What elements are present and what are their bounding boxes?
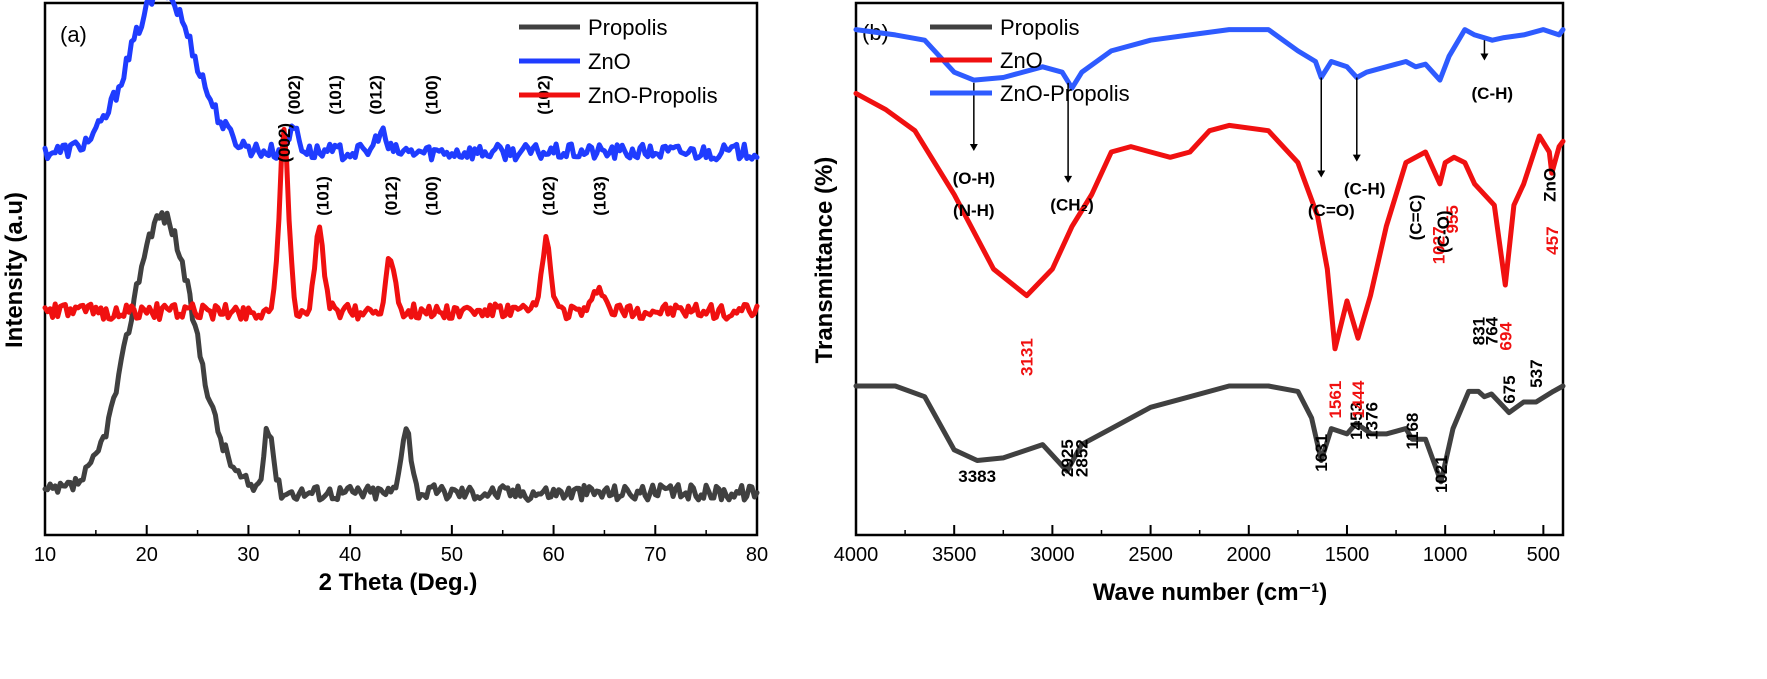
panel-label-a: (a) xyxy=(60,22,87,47)
peak-annotation-a: (100) xyxy=(423,75,442,115)
x-ticks-a: 10 20 30 40 50 60 70 80 xyxy=(34,525,768,566)
x-tick-label-a: 60 xyxy=(542,544,564,566)
x-tick-label-b: 3500 xyxy=(932,544,977,566)
peak-label-zno: 955 xyxy=(1443,205,1462,233)
group-annotation-b: (C-H) xyxy=(1344,180,1386,199)
x-tick-label-b: 1000 xyxy=(1423,544,1468,566)
peak-annotation-a: (101) xyxy=(326,75,345,115)
peak-annotation-a: (012) xyxy=(367,75,386,115)
peak-label-propolis: 675 xyxy=(1500,375,1519,403)
x-tick-label-a: 80 xyxy=(746,544,768,566)
group-annotation-b: (C-H) xyxy=(1472,84,1514,103)
annotation-arrowhead-b xyxy=(969,143,978,151)
x-tick-label-b: 2000 xyxy=(1227,544,1272,566)
legend-label-b: ZnO-Propolis xyxy=(1000,81,1130,106)
peak-annotation-a: (101) xyxy=(314,176,333,216)
x-ticks-b: 4000 3500 3000 2500 2000 1500 1000 500 xyxy=(834,525,1560,566)
legend-label-a: Propolis xyxy=(588,15,667,40)
peak-label-propolis: 3383 xyxy=(958,467,996,486)
peak-label-propolis: 764 xyxy=(1483,316,1502,345)
y-axis-title-b: Transmittance (%) xyxy=(811,157,838,364)
x-tick-label-a: 30 xyxy=(237,544,259,566)
peak-label-zno: 1444 xyxy=(1349,380,1368,418)
group-annotation-b: (C-O) xyxy=(1434,210,1453,252)
series-line-propolis xyxy=(853,383,1566,485)
legend-label-b: Propolis xyxy=(1000,15,1079,40)
peak-label-propolis: 1168 xyxy=(1403,413,1422,450)
peak-annotation-a: (012) xyxy=(382,176,401,216)
peak-label-zno: 1561 xyxy=(1326,381,1345,419)
annotations-group-a: (002) (101) (012) (100) (102) (002) (101) (012)… xyxy=(275,75,609,216)
peak-label-propolis: 537 xyxy=(1527,359,1546,387)
series-line-zno xyxy=(853,90,1566,352)
peak-label-propolis: 831 xyxy=(1469,317,1488,345)
x-tick-label-a: 70 xyxy=(644,544,666,566)
x-tick-label-a: 40 xyxy=(339,544,361,566)
x-tick-label-b: 3000 xyxy=(1030,544,1075,566)
peak-label-propolis: 2852 xyxy=(1072,439,1091,477)
x-tick-label-a: 50 xyxy=(441,544,463,566)
peak-label-zno: 3131 xyxy=(1018,338,1037,376)
y-axis-title-a: Intensity (a.u) xyxy=(1,192,28,348)
peak-annotation-a: (102) xyxy=(539,176,558,216)
peak-label-propolis: 1631 xyxy=(1312,434,1331,472)
series-line-zno-propolis xyxy=(42,126,760,322)
x-tick-label-b: 500 xyxy=(1527,544,1560,566)
series-group-a xyxy=(42,0,760,503)
x-tick-label-b: 4000 xyxy=(834,544,879,566)
group-annotation-b: (N-H) xyxy=(953,201,995,220)
annotation-arrowhead-b xyxy=(1480,53,1489,61)
peak-label-propolis: 1453 xyxy=(1347,402,1366,440)
peak-label-propolis: 1376 xyxy=(1362,402,1381,440)
series-line-zno-propolis xyxy=(853,27,1566,91)
legend-label-a: ZnO-Propolis xyxy=(588,83,718,108)
legend-label-b: ZnO xyxy=(1000,48,1043,73)
group-annotation-b: (C=O) xyxy=(1308,201,1355,220)
peak-label-zno: 457 xyxy=(1543,226,1562,254)
peak-label-zno: 694 xyxy=(1496,322,1515,351)
x-axis-title-b: Wave number (cm⁻¹) xyxy=(1093,579,1327,606)
peak-annotation-a: (100) xyxy=(423,176,442,216)
peak-annotation-a: (002) xyxy=(275,123,294,163)
x-axis-title-a: 2 Theta (Deg.) xyxy=(319,569,478,596)
series-line-propolis xyxy=(42,210,760,503)
x-tick-label-a: 20 xyxy=(136,544,158,566)
legend-b: Propolis ZnO ZnO-Propolis xyxy=(930,15,1130,106)
annotation-arrowhead-b xyxy=(1352,154,1361,162)
legend-a: Propolis ZnO ZnO-Propolis xyxy=(519,15,718,108)
plot-frame-b xyxy=(854,1,1565,537)
x-tick-label-b: 2500 xyxy=(1128,544,1173,566)
series-group-b xyxy=(853,27,1566,485)
group-annotation-b: (O-H) xyxy=(953,169,995,188)
peak-label-zno: 1027 xyxy=(1429,226,1448,264)
group-annotation-b: (C=C) xyxy=(1407,195,1426,241)
peak-annotation-a: (002) xyxy=(285,75,304,115)
group-annotation-b: (CH₂) xyxy=(1050,195,1093,214)
peak-annotation-a: (103) xyxy=(590,176,609,216)
peak-label-propolis: 2925 xyxy=(1058,439,1077,477)
annotation-arrowhead-b xyxy=(1317,170,1326,178)
annotation-arrowhead-b xyxy=(1064,175,1073,183)
group-annotation-b: ZnO xyxy=(1540,168,1559,202)
series-line-zno xyxy=(42,0,760,163)
x-tick-label-b: 1500 xyxy=(1325,544,1370,566)
panel-a: (a) (002)(101)(012)(100)(102)(002)(101)(… xyxy=(1,0,768,596)
peak-label-propolis: 1021 xyxy=(1432,455,1451,493)
x-tick-label-a: 10 xyxy=(34,544,56,566)
legend-label-a: ZnO xyxy=(588,49,631,74)
